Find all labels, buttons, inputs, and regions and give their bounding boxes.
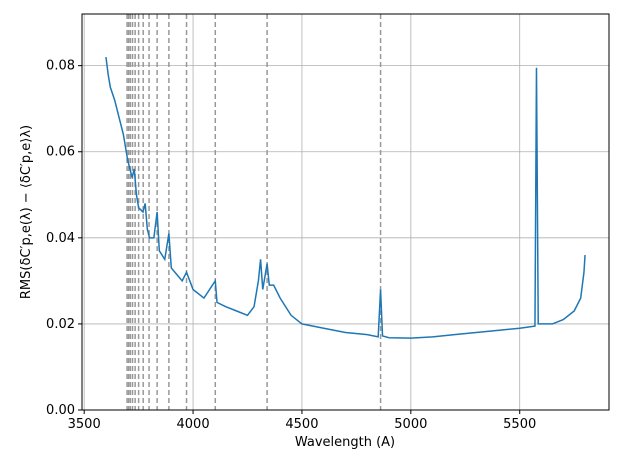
line-series <box>105 56 586 339</box>
x-tick-label: 5500 <box>503 417 536 432</box>
plot-frame <box>81 13 610 411</box>
y-tick-label: 0.00 <box>46 403 75 418</box>
y-tick-label: 0.08 <box>46 59 75 74</box>
y-tick-label: 0.06 <box>46 145 75 160</box>
x-tick-label: 5000 <box>394 417 427 432</box>
x-axis-label: Wavelength (A) <box>295 435 395 450</box>
x-tick-label: 3500 <box>68 417 101 432</box>
y-axis-label: RMS(δC′p,e(λ) − ⟨δC′p,e⟩λ) <box>19 125 34 299</box>
x-tick-label: 4500 <box>285 417 318 432</box>
y-tick-label: 0.02 <box>46 317 75 332</box>
x-tick-label: 4000 <box>177 417 210 432</box>
y-tick-label: 0.04 <box>46 231 75 246</box>
